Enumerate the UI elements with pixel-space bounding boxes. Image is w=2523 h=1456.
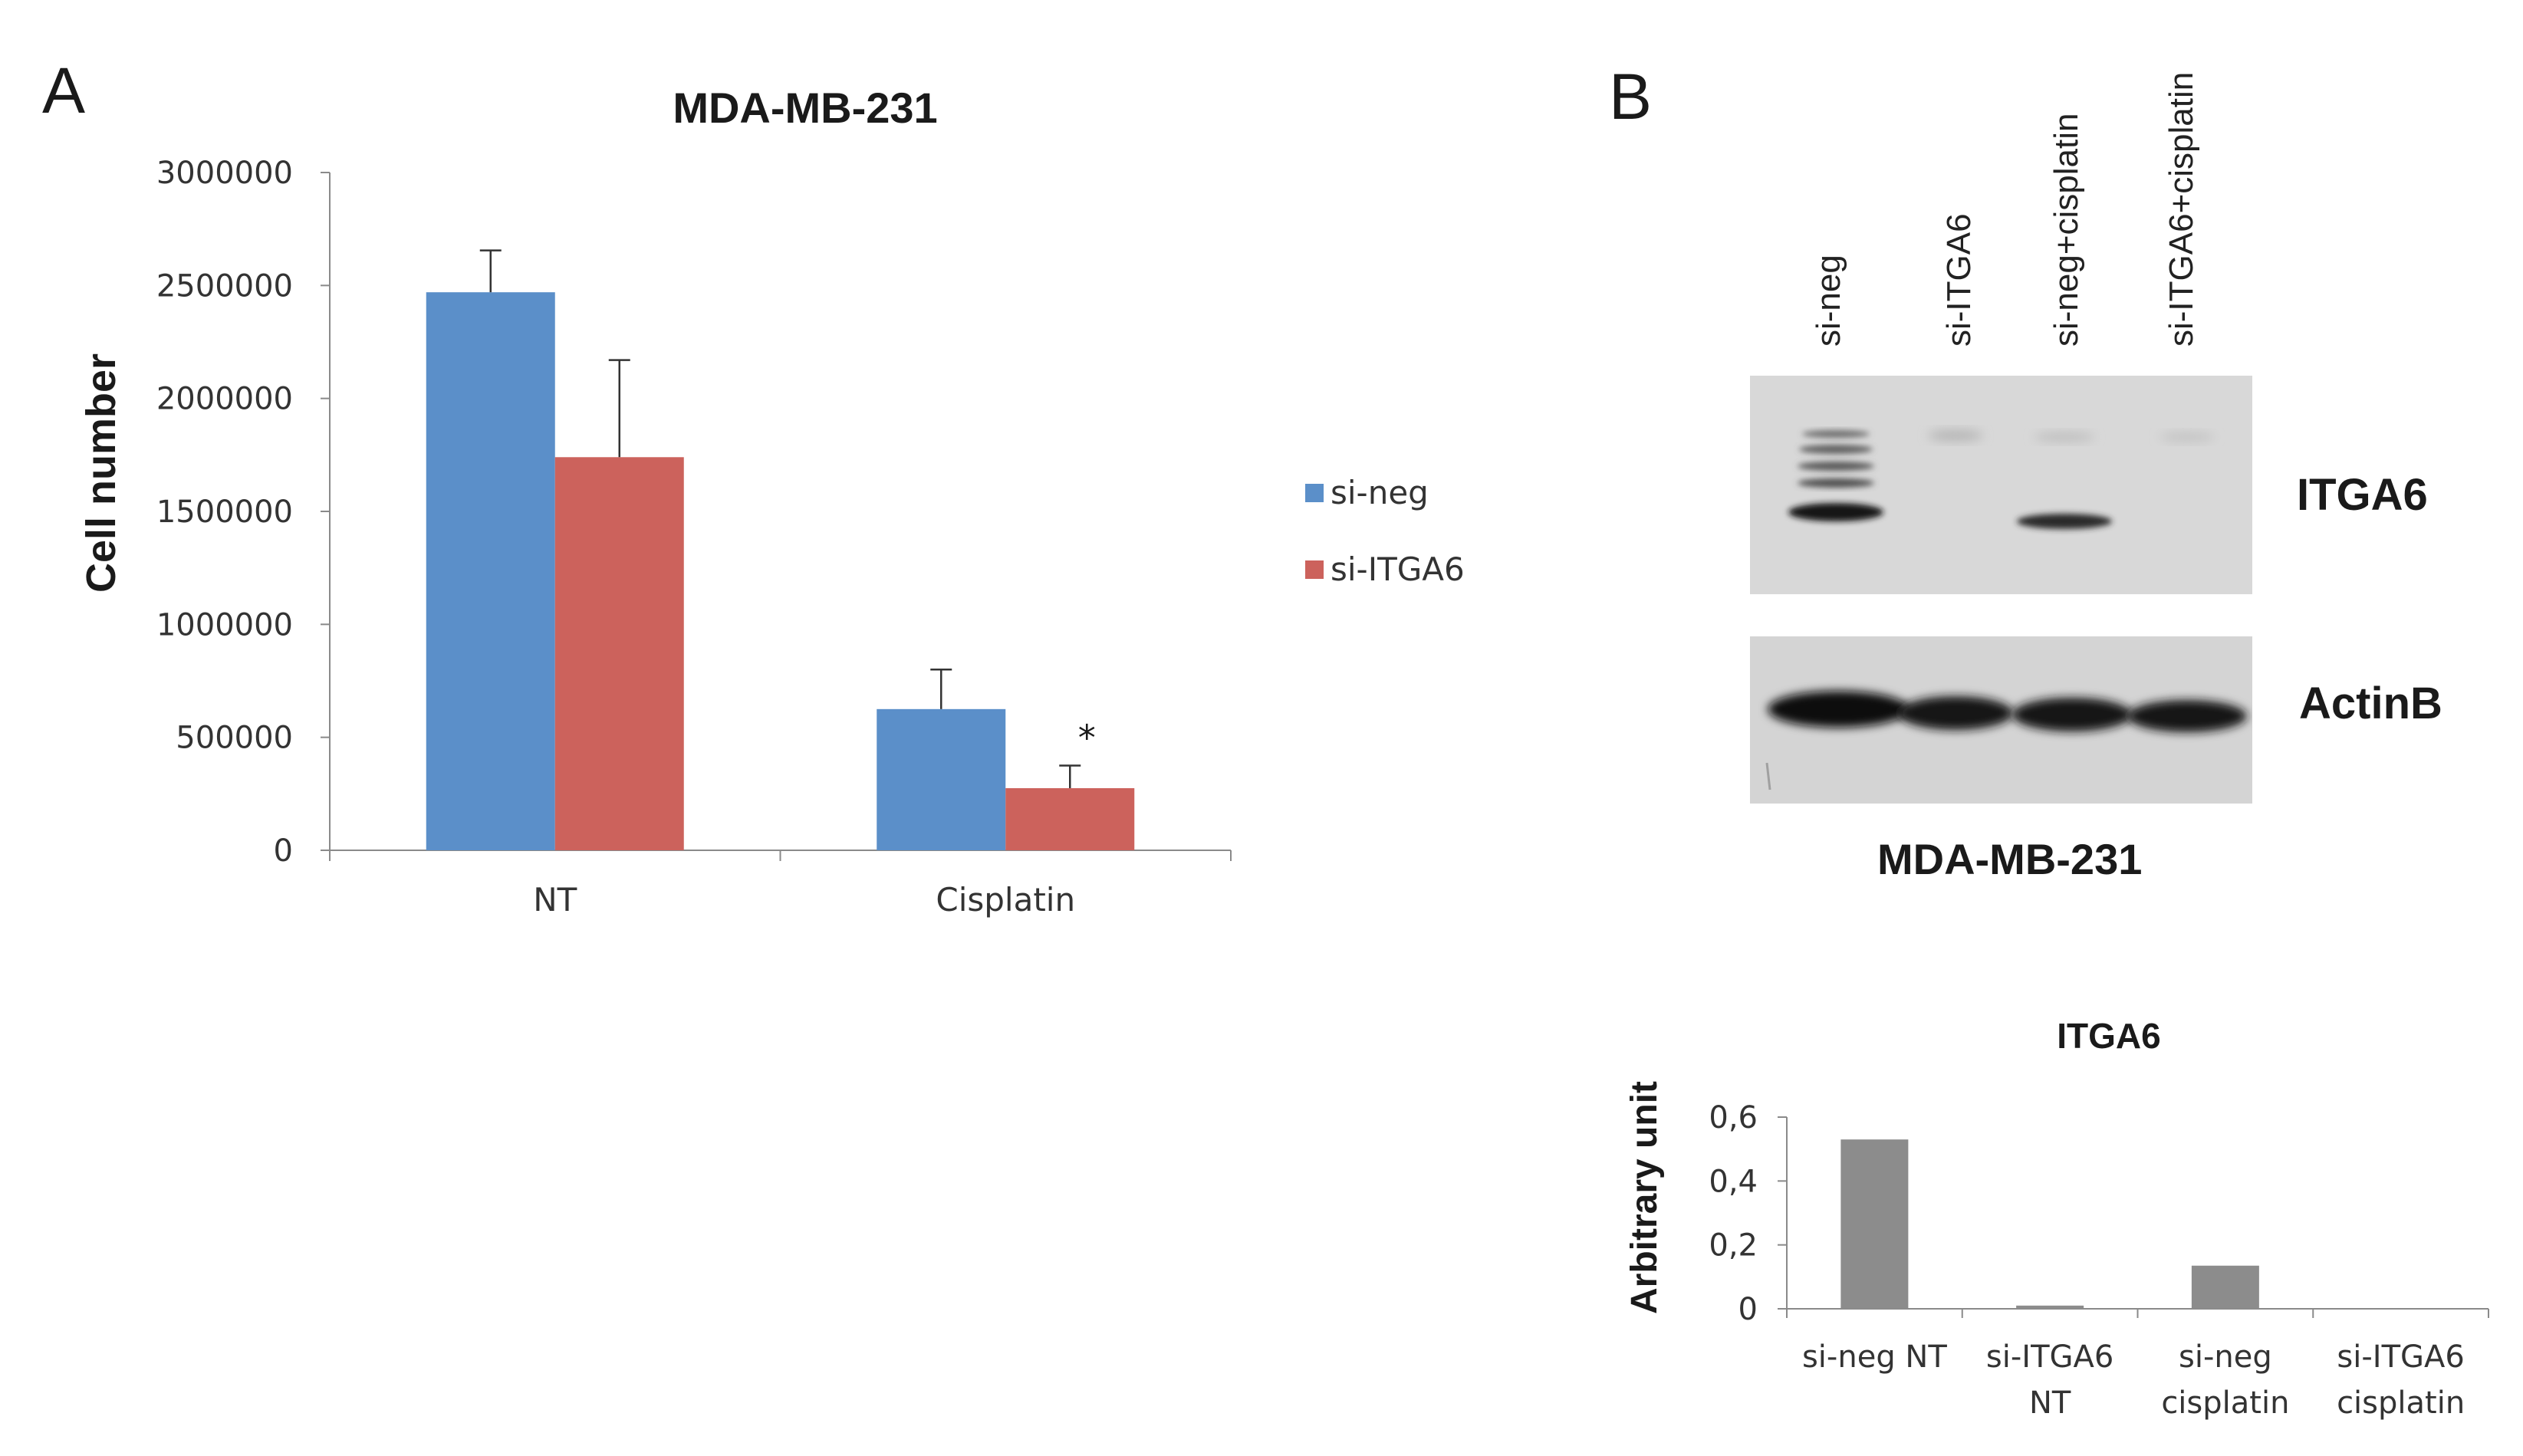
chart-title: MDA-MB-231 (673, 84, 937, 132)
lane-label-si-neg: si-neg (1810, 255, 1847, 347)
y-tick-label: 0 (274, 833, 293, 869)
bar-si-itga6-cisplatin (1005, 787, 1135, 850)
x-tick-label: si-neg (2179, 1339, 2272, 1375)
y-axis-label: Cell number (78, 353, 124, 593)
bar-si-itga6-nt (554, 457, 684, 850)
band-label-actinb: ActinB (2299, 679, 2442, 728)
y-tick-label: 0,4 (1709, 1164, 1758, 1199)
x-tick-label: NT (533, 881, 577, 919)
cell-number-bar-chart: MDA-MB-231 Cell number 0 500000 1000000 15000… (78, 84, 1232, 919)
y-tick-label: 0 (1738, 1292, 1758, 1327)
blot-cell-line-label: MDA-MB-231 (1877, 835, 2143, 883)
significance-marker: * (1078, 718, 1096, 759)
y-tick-label: 1500000 (156, 495, 293, 530)
y-tick-label: 1000000 (156, 607, 293, 643)
blot-bands-actinb (1750, 636, 2252, 804)
lane-label-si-itga6: si-ITGA6 (1940, 213, 1978, 347)
legend-swatch-si-neg (1305, 484, 1324, 502)
blot-strip-itga6 (1750, 376, 2252, 594)
lane-label-si-neg-cisplatin: si-neg+cisplatin (2048, 113, 2085, 347)
legend-label-si-neg: si-neg (1331, 474, 1429, 511)
legend-swatch-si-itga6 (1305, 560, 1324, 579)
lane-label-si-itga6-cisplatin: si-ITGA6+cisplatin (2163, 71, 2200, 347)
bar-si-neg-nt (426, 292, 555, 850)
band-label-itga6: ITGA6 (2297, 470, 2428, 520)
bar-si-neg-cisplatin (2191, 1265, 2259, 1309)
y-tick-label: 2500000 (156, 268, 293, 304)
y-tick-label: 2000000 (156, 382, 293, 417)
blot-strip-actinb (1750, 636, 2252, 804)
blot-bands-itga6 (1750, 376, 2252, 594)
x-tick-label: Cisplatin (936, 881, 1075, 919)
bar-si-neg-nt (1840, 1139, 1909, 1309)
x-tick-label: NT (2029, 1385, 2071, 1421)
y-tick-label: 0,2 (1709, 1228, 1758, 1264)
bar-si-neg-cisplatin (877, 708, 1006, 850)
y-tick-label: 3000000 (156, 156, 293, 191)
x-tick-label: si-ITGA6 (2337, 1339, 2464, 1375)
y-tick-label: 500000 (176, 721, 293, 756)
x-tick-label: cisplatin (2337, 1385, 2465, 1421)
chart-title: ITGA6 (2057, 1016, 2160, 1056)
x-tick-label: si-ITGA6 (1986, 1339, 2113, 1375)
panel-a-letter: A (42, 54, 86, 127)
x-tick-label: cisplatin (2161, 1385, 2289, 1421)
itga6-quantification-bar-chart: ITGA6 Arbitrary unit 0 0,2 0,4 0,6 si-neg NT si… (1624, 1016, 2489, 1421)
bar-si-itga6-nt (2016, 1305, 2084, 1309)
x-tick-label: si-neg NT (1802, 1339, 1947, 1375)
legend-label-si-itga6: si-ITGA6 (1331, 551, 1465, 588)
panel-b-letter: B (1609, 61, 1653, 133)
y-tick-label: 0,6 (1709, 1100, 1758, 1136)
y-axis-label: Arbitrary unit (1624, 1081, 1665, 1314)
